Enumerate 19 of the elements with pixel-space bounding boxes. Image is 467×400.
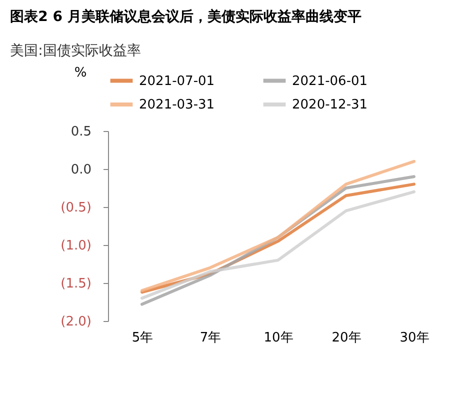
y-tick-label: 0.5 [70, 124, 92, 140]
x-tick-label: 10年 [264, 330, 294, 346]
chart-subtitle: 美国:国债实际收益率 [10, 43, 141, 59]
x-tick-label: 7年 [200, 330, 222, 346]
y-tick-label: (1.0) [60, 238, 92, 254]
legend-label: 2021-03-31 [139, 98, 215, 112]
line-series [140, 160, 416, 292]
y-tick-label: (2.0) [60, 314, 92, 330]
x-tick-label: 5年 [132, 330, 154, 346]
y-tick-label: (0.5) [60, 200, 92, 216]
x-tick-label: 20年 [332, 330, 362, 346]
legend-label: 2021-06-01 [292, 74, 368, 89]
legend-label: 2021-07-01 [139, 74, 215, 89]
y-tick-label: 0.0 [70, 162, 92, 178]
y-axis-title: % [74, 66, 87, 80]
legend-label: 2020-12-31 [292, 98, 368, 112]
y-tick-label: (1.5) [60, 276, 92, 292]
x-tick-label: 30年 [400, 330, 430, 346]
chart-title: 图表2 6 月美联储议息会议后，美债实际收益率曲线变平 [10, 8, 362, 25]
